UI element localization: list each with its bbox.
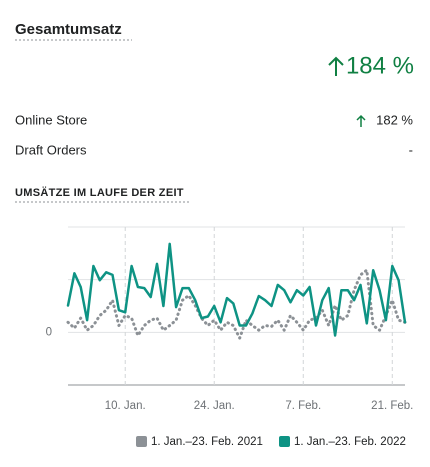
row-label: Draft Orders: [15, 142, 87, 157]
legend-swatch: [279, 436, 290, 447]
series-line: [66, 268, 407, 340]
card-title: Gesamtumsatz: [15, 21, 122, 38]
series-line: [66, 242, 407, 337]
row-label: Online Store: [15, 112, 87, 127]
legend-label: 1. Jan.–23. Feb. 2022: [294, 436, 406, 448]
x-tick-label: 24. Jan.: [194, 400, 235, 412]
up-arrow: [356, 114, 366, 127]
y-tick-label: 0: [46, 326, 52, 338]
x-tick-label: 10. Jan.: [105, 400, 146, 412]
legend-swatch: [136, 436, 147, 447]
x-tick-label: 7. Feb.: [285, 400, 321, 412]
row-value: -: [409, 142, 413, 157]
x-tick-label: 21. Feb.: [371, 400, 413, 412]
legend-label: 1. Jan.–23. Feb. 2021: [151, 436, 263, 448]
chart-title: UMSÄTZE IM LAUFE DER ZEIT: [15, 186, 184, 199]
up-arrow: [328, 56, 344, 76]
row-value: 182 %: [376, 112, 413, 127]
total-change: 184 %: [346, 52, 414, 79]
